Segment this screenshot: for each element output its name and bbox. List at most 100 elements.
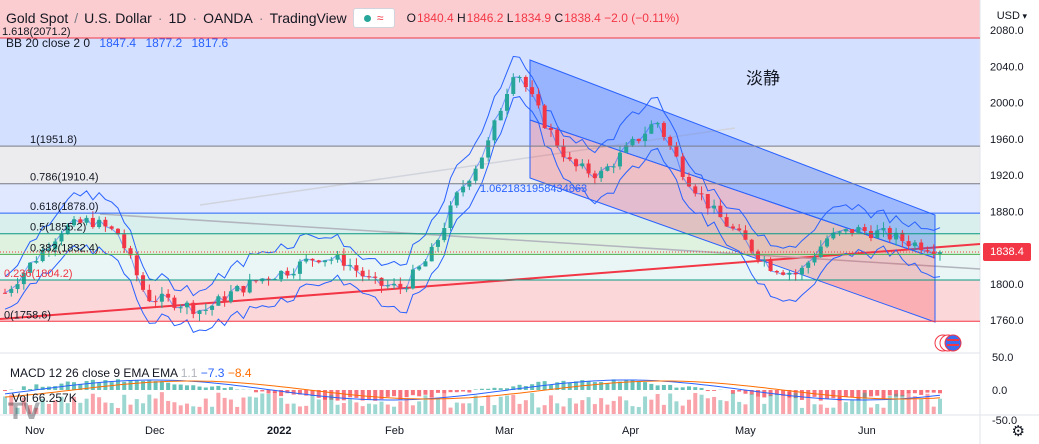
macd-bar bbox=[574, 381, 579, 390]
candle-body bbox=[316, 260, 321, 263]
volume-bar bbox=[103, 402, 108, 414]
volume-bar bbox=[737, 401, 742, 414]
volume-bar bbox=[115, 407, 120, 414]
macd-bar bbox=[184, 385, 189, 390]
macd-bar bbox=[385, 390, 390, 397]
macd-pane bbox=[3, 379, 942, 414]
macd-bar bbox=[787, 390, 792, 398]
volume-bar bbox=[875, 404, 880, 414]
time-axis-label: 2022 bbox=[267, 425, 291, 437]
volume-bar bbox=[279, 397, 284, 414]
volume-bar bbox=[812, 404, 817, 414]
market-status-button[interactable]: ≈ bbox=[352, 8, 395, 28]
bb-indicator-legend[interactable]: BB 20 close 2 0 1847.4 1877.2 1817.6 bbox=[6, 36, 229, 50]
volume-bar bbox=[938, 398, 942, 414]
macd-bar bbox=[781, 390, 786, 396]
volume-bar bbox=[28, 405, 33, 414]
wave-icon: ≈ bbox=[376, 11, 384, 25]
currency-selector[interactable]: USD bbox=[997, 10, 1027, 22]
volume-bar bbox=[793, 393, 798, 414]
volume-bar bbox=[881, 407, 886, 414]
candle-body bbox=[881, 228, 886, 231]
candle-body bbox=[774, 271, 779, 273]
macd-bar bbox=[505, 388, 510, 390]
volume-bar bbox=[442, 393, 447, 414]
candle-body bbox=[34, 261, 39, 263]
candle-body bbox=[379, 277, 384, 286]
fib-level-label: 0.236(1804.2) bbox=[4, 268, 73, 280]
macd-bar bbox=[611, 379, 616, 390]
candle-body bbox=[793, 272, 798, 275]
volume-bar bbox=[843, 402, 848, 414]
channel-lower-red bbox=[529, 119, 936, 323]
candle-body bbox=[291, 273, 296, 276]
macd-bar bbox=[128, 379, 133, 390]
volume-bar bbox=[912, 396, 917, 414]
volume-bar bbox=[172, 402, 177, 414]
volume-bar bbox=[517, 403, 522, 414]
volume-bar bbox=[423, 395, 428, 414]
candle-body bbox=[9, 289, 14, 293]
candle-body bbox=[210, 305, 215, 310]
macd-bar bbox=[868, 390, 873, 397]
volume-bar bbox=[341, 403, 346, 414]
candle-body bbox=[366, 276, 371, 278]
volume-indicator-legend[interactable]: Vol 66.257K bbox=[12, 391, 77, 405]
macd-indicator-legend[interactable]: MACD 12 26 close 9 EMA EMA 1.1 −7.3 −8.4 bbox=[10, 366, 252, 380]
macd-bar bbox=[329, 390, 334, 400]
macd-bar bbox=[53, 386, 58, 390]
fib-level-label: 0.786(1910.4) bbox=[30, 172, 99, 184]
volume-bar bbox=[712, 396, 717, 414]
macd-bar bbox=[737, 390, 742, 392]
text-annotation[interactable]: 淡静 bbox=[746, 69, 780, 88]
candle-body bbox=[128, 248, 133, 256]
volume-bar bbox=[511, 394, 516, 414]
macd-bar bbox=[153, 381, 158, 390]
trendline-support bbox=[0, 243, 981, 320]
candle-body bbox=[743, 230, 748, 240]
macd-bar bbox=[442, 390, 447, 394]
macd-bar bbox=[40, 386, 45, 390]
candle-body bbox=[21, 272, 26, 285]
symbol-header[interactable]: Gold Spot / U.S. Dollar · 1D · OANDA · T… bbox=[6, 8, 680, 28]
volume-bar bbox=[649, 399, 654, 414]
candle-body bbox=[668, 136, 673, 146]
macd-bar bbox=[297, 390, 302, 395]
volume-bar bbox=[291, 403, 296, 414]
candle-body bbox=[373, 276, 378, 278]
candle-body bbox=[392, 283, 397, 286]
price-axis: 2080.0 2040.0 2000.0 1960.0 1920.0 1880.0 1800… bbox=[990, 25, 1024, 327]
volume-bar bbox=[15, 407, 20, 414]
volume-bar bbox=[730, 393, 735, 414]
candle-body bbox=[203, 309, 208, 311]
macd-bar bbox=[122, 381, 127, 390]
macd-bar bbox=[486, 388, 491, 390]
macd-bar bbox=[655, 385, 660, 390]
volume-bar bbox=[203, 398, 208, 414]
volume-bar bbox=[247, 396, 252, 414]
candle-body bbox=[461, 186, 466, 193]
candle-body bbox=[59, 233, 64, 242]
interval-label[interactable]: 1D bbox=[168, 10, 187, 26]
volume-bar bbox=[724, 401, 729, 414]
macd-bar bbox=[392, 390, 397, 397]
candle-body bbox=[906, 241, 911, 247]
candle-body bbox=[868, 230, 873, 239]
volume-bar bbox=[900, 395, 905, 414]
macd-bar bbox=[555, 382, 560, 390]
macd-bar bbox=[454, 390, 459, 393]
macd-bar bbox=[668, 384, 673, 390]
time-axis-label: Feb bbox=[385, 425, 404, 437]
volume-bar bbox=[580, 400, 585, 414]
settings-gear-icon[interactable]: ⚙ bbox=[1011, 423, 1025, 440]
volume-bar bbox=[919, 398, 924, 414]
macd-bar bbox=[197, 386, 202, 390]
macd-bar bbox=[398, 390, 403, 400]
symbol-name[interactable]: Gold Spot bbox=[6, 10, 69, 26]
macd-bar bbox=[404, 390, 409, 398]
volume-bar bbox=[586, 397, 591, 414]
volume-bar bbox=[366, 403, 371, 414]
volume-bar bbox=[680, 405, 685, 414]
candle-body bbox=[216, 296, 221, 306]
